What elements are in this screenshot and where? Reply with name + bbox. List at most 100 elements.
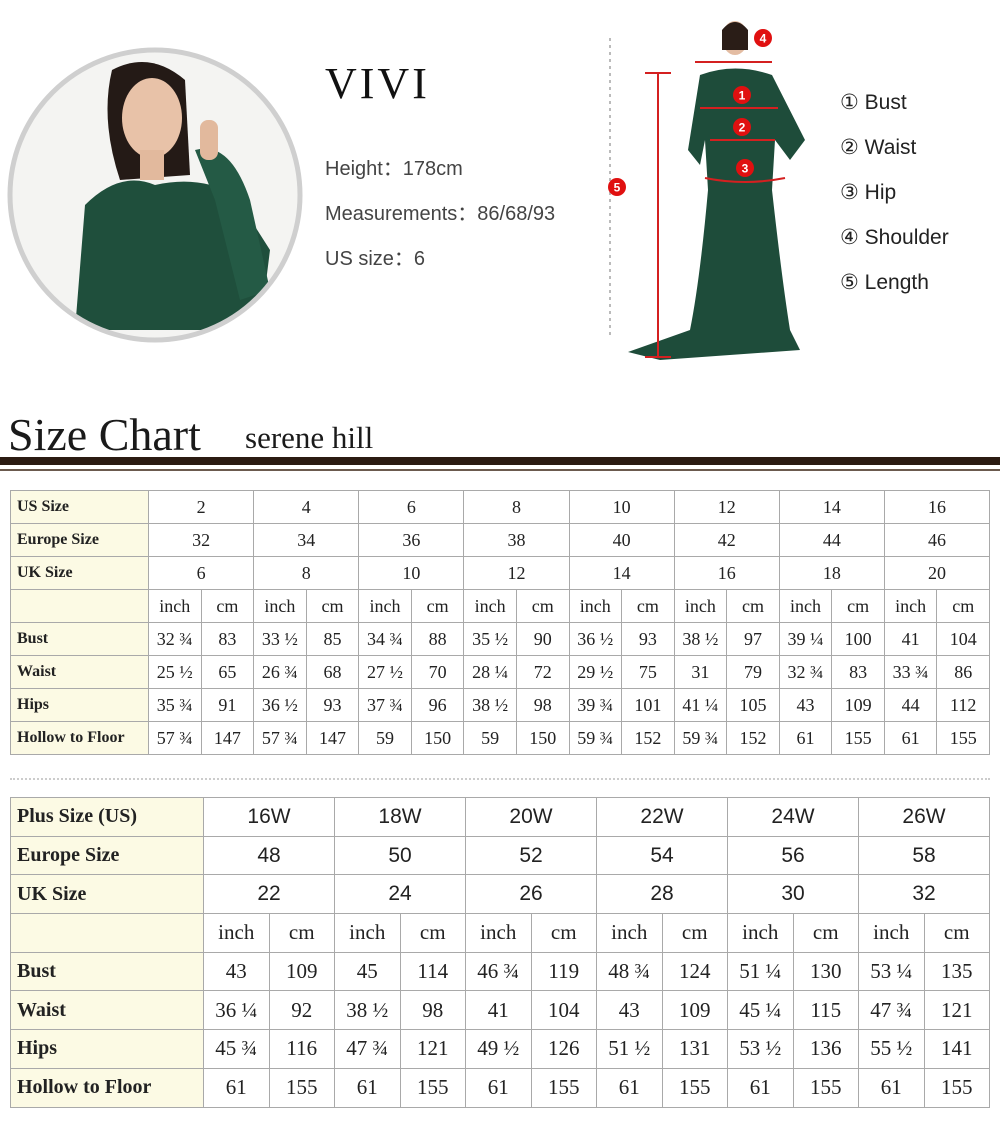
legend-item: ③ Hip — [840, 181, 897, 204]
size-cell: 52 — [465, 835, 597, 876]
measure-cell: 135 — [923, 951, 990, 992]
measure-cell: 75 — [621, 655, 675, 689]
measure-cell: 83 — [831, 655, 885, 689]
unit-cell: cm — [621, 589, 675, 623]
measure-cell: 51 ¼ — [727, 951, 794, 992]
measure-cell: 98 — [399, 990, 466, 1031]
measure-cell: 36 ¼ — [203, 990, 270, 1031]
measure-cell: 39 ¾ — [568, 688, 623, 722]
model-photo — [12, 52, 298, 338]
top-illustration: 1 2 3 4 5 — [7, 21, 805, 360]
measure-cell: 115 — [792, 990, 859, 1031]
measure-cell: 29 ½ — [568, 655, 623, 689]
legend-item: ② Waist — [840, 136, 917, 159]
measure-cell: 43 — [778, 688, 833, 722]
size-cell: 24 — [334, 874, 466, 915]
unit-cell: inch — [334, 913, 401, 953]
measure-cell: 26 ¾ — [253, 655, 307, 689]
size-cell: 26 — [465, 874, 597, 915]
row-label: Waist — [10, 990, 204, 1031]
row-label — [10, 913, 204, 953]
measure-cell: 155 — [831, 721, 885, 755]
size-cell: 22 — [203, 874, 335, 915]
measure-cell: 155 — [268, 1067, 335, 1108]
measure-cell: 109 — [661, 990, 728, 1031]
measure-cell: 96 — [410, 688, 465, 722]
unit-cell: cm — [399, 913, 466, 953]
photo-frame — [7, 47, 303, 343]
unit-cell: cm — [726, 589, 780, 623]
measure-cell: 155 — [661, 1067, 728, 1108]
model-name: VIVI — [325, 59, 430, 108]
unit-cell: cm — [410, 589, 465, 623]
measure-cell: 121 — [399, 1029, 466, 1069]
measure-row: Waist 36 ¼ 92 38 ½ 98 41 104 43 109 45 ¼ 115 47 ¾ 12… — [10, 990, 990, 1031]
marker-dot — [736, 159, 754, 177]
measure-cell: 141 — [923, 1029, 990, 1069]
dress-figure — [628, 21, 805, 360]
row-label: Europe Size — [10, 835, 204, 876]
unit-cell: inch — [358, 589, 412, 623]
size-cell: 38 — [463, 523, 570, 557]
markers: 1 2 3 4 5 — [608, 29, 772, 196]
size-cell: 58 — [858, 835, 990, 876]
measure-cell: 61 — [858, 1067, 925, 1108]
measure-cell: 147 — [200, 721, 255, 755]
measure-cell: 38 ½ — [673, 622, 728, 656]
measure-cell: 92 — [268, 990, 335, 1031]
measure-cell: 45 — [334, 951, 401, 992]
measure-cell: 147 — [305, 721, 360, 755]
measure-cell: 101 — [621, 688, 675, 722]
measure-cell: 46 ¾ — [465, 951, 532, 992]
measure-cell: 83 — [200, 622, 255, 656]
unit-cell: inch — [253, 589, 307, 623]
row-label: Hips — [10, 688, 149, 722]
size-cell: 26W — [858, 797, 990, 837]
size-cell: 16 — [883, 490, 991, 524]
measure-row: Hollow to Floor 57 ¾ 147 57 ¾ 147 59 150 59 150 5… — [10, 721, 990, 755]
measure-cell: 61 — [727, 1067, 794, 1108]
size-cell: 14 — [778, 490, 885, 524]
unit-cell: cm — [923, 913, 990, 953]
size-row: Europe Size 32 34 36 38 40 42 44 46 — [10, 523, 991, 557]
measure-cell: 47 ¾ — [858, 990, 925, 1031]
marker-label: 2 — [739, 121, 746, 135]
unit-cell: cm — [936, 589, 990, 623]
size-cell: 40 — [568, 523, 675, 557]
measure-cell: 152 — [726, 721, 780, 755]
chart-subtitle: serene hill — [245, 420, 374, 455]
size-cell: 46 — [883, 523, 991, 557]
unit-cell: inch — [148, 589, 202, 623]
measure-cell: 61 — [465, 1067, 532, 1108]
row-label — [10, 589, 149, 623]
unit-cell: cm — [530, 913, 597, 953]
size-cell: 24W — [727, 797, 859, 837]
measure-cell: 105 — [726, 688, 780, 722]
measure-cell: 61 — [596, 1067, 663, 1108]
marker-dot — [733, 86, 751, 104]
measure-cell: 65 — [200, 655, 255, 689]
unit-row: inch cm inch cm inch cm inch cm inch cm inch cm inch… — [10, 589, 990, 623]
unit-cell: cm — [792, 913, 859, 953]
size-table: US Size 2 4 6 8 10 12 14 16 Europe Size 32 34 36 38 40… — [10, 490, 991, 755]
unit-cell: cm — [831, 589, 885, 623]
measure-cell: 155 — [923, 1067, 990, 1108]
size-cell: 36 — [358, 523, 465, 557]
legend-item: ① Bust — [840, 91, 907, 114]
separator — [10, 778, 990, 780]
unit-cell: inch — [596, 913, 663, 953]
measure-cell: 93 — [305, 688, 360, 722]
size-cell: 42 — [673, 523, 780, 557]
size-row: US Size 2 4 6 8 10 12 14 16 — [10, 490, 991, 524]
measure-cell: 48 ¾ — [596, 951, 663, 992]
measure-cell: 34 ¾ — [358, 622, 412, 656]
legend-item: ④ Shoulder — [840, 226, 949, 249]
marker-dot — [754, 29, 772, 47]
measure-cell: 47 ¾ — [334, 1029, 401, 1069]
measure-cell: 43 — [203, 951, 270, 992]
size-cell: 2 — [147, 490, 255, 524]
marker-label: 1 — [739, 89, 746, 103]
unit-cell: inch — [778, 589, 833, 623]
measure-cell: 130 — [792, 951, 859, 992]
